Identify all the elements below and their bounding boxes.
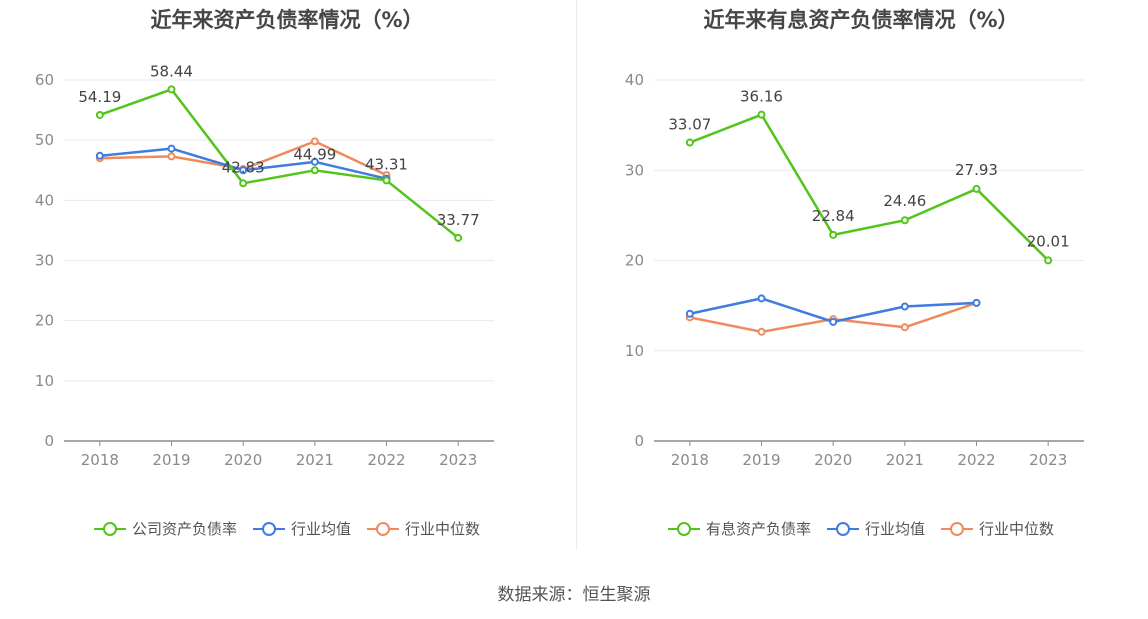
x-tick-label: 2019 (742, 451, 780, 469)
data-label: 33.07 (668, 116, 711, 134)
legend-item[interactable]: 行业均值 (826, 518, 925, 539)
data-point (900, 302, 909, 311)
data-point (310, 157, 319, 166)
y-tick-label: 30 (35, 252, 54, 270)
data-point (167, 152, 176, 161)
legend-item[interactable]: 行业均值 (252, 518, 351, 539)
chart-panel-interest-debt-ratio: 近年来有息资产负债率情况（%） 0 10 20 30 40 2018 2019 2020 202… (574, 0, 1148, 560)
data-label: 20.01 (1027, 232, 1070, 250)
data-point (95, 110, 104, 119)
x-tick-label: 2022 (367, 451, 405, 469)
data-point (972, 298, 981, 307)
legend-marker-icon (667, 521, 700, 536)
legend-marker-icon (367, 521, 399, 536)
x-tick-label: 2018 (81, 451, 119, 469)
x-tick-label: 2021 (296, 451, 334, 469)
data-label: 42.83 (222, 158, 265, 176)
x-tick-label: 2022 (957, 451, 995, 469)
data-point (685, 309, 694, 318)
data-point (829, 317, 838, 326)
data-point (239, 179, 248, 188)
data-source-text: 数据来源：恒生聚源 (497, 585, 651, 605)
data-point (900, 323, 909, 332)
data-label: 24.46 (883, 192, 926, 210)
x-tick-label: 2023 (1029, 451, 1067, 469)
panel-divider (576, 0, 577, 550)
legend-item[interactable]: 有息资产负债率 (667, 518, 811, 539)
y-tick-label: 0 (634, 432, 644, 450)
data-point (382, 176, 391, 185)
chart-debt-ratio: 0 10 20 30 40 50 60 2018 2019 2020 2021 2022 2023 54.… (35, 62, 494, 469)
y-tick-label: 10 (625, 342, 644, 360)
legend-marker-icon (826, 521, 859, 536)
x-tick-label: 2023 (439, 451, 477, 469)
data-label: 36.16 (740, 88, 783, 106)
legend-label: 公司资产负债率 (131, 520, 237, 538)
legend-item[interactable]: 行业中位数 (941, 518, 1054, 539)
data-label: 44.99 (293, 145, 336, 163)
x-tick-label: 2019 (152, 451, 190, 469)
y-tick-label: 20 (35, 312, 54, 330)
data-point (972, 184, 981, 193)
x-tick-label: 2021 (886, 451, 924, 469)
legend-marker-icon (93, 521, 126, 536)
x-tick-label: 2020 (814, 451, 852, 469)
data-point (310, 166, 319, 175)
data-point (757, 110, 766, 119)
x-tick-label: 2018 (671, 451, 709, 469)
y-tick-label: 60 (35, 71, 54, 89)
data-point (900, 216, 909, 225)
data-label: 54.19 (78, 88, 121, 106)
data-label: 27.93 (955, 161, 998, 179)
legend-marker-icon (941, 521, 973, 536)
x-tick-label: 2020 (224, 451, 262, 469)
data-point (829, 230, 838, 239)
legend-label: 行业均值 (290, 520, 351, 538)
data-point (167, 144, 176, 153)
chart-panel-debt-ratio: 近年来资产负债率情况（%） 0 10 20 30 40 50 60 2018 2019 2020 2… (0, 0, 574, 560)
legend-item[interactable]: 公司资产负债率 (93, 518, 237, 539)
legend-label: 有息资产负债率 (705, 520, 811, 538)
data-point (310, 137, 319, 146)
legend-item[interactable]: 行业中位数 (367, 518, 480, 539)
y-tick-label: 10 (35, 372, 54, 390)
y-tick-label: 0 (44, 432, 54, 450)
data-label: 22.84 (812, 207, 855, 225)
data-point (95, 151, 104, 160)
data-label: 58.44 (150, 62, 193, 80)
chart-title: 近年来资产负债率情况（%） (150, 8, 424, 32)
series-line (99, 88, 459, 239)
data-point (685, 138, 694, 147)
data-point (757, 327, 766, 336)
data-point (167, 85, 176, 94)
y-tick-label: 30 (625, 161, 644, 179)
y-tick-label: 20 (625, 252, 644, 270)
data-label: 43.31 (365, 155, 408, 173)
data-point (239, 166, 248, 175)
y-tick-label: 40 (35, 191, 54, 209)
y-tick-label: 40 (625, 71, 644, 89)
chart-title: 近年来有息资产负债率情况（%） (703, 8, 1019, 32)
chart-legend: 有息资产负债率 行业均值 行业中位数 (574, 518, 1148, 539)
legend-label: 行业中位数 (405, 520, 481, 538)
series-line (689, 113, 1050, 262)
legend-label: 行业均值 (864, 520, 925, 538)
legend-marker-icon (252, 521, 285, 536)
data-label: 33.77 (437, 211, 480, 229)
y-tick-label: 50 (35, 131, 54, 149)
chart-legend: 公司资产负债率 行业均值 行业中位数 (0, 518, 574, 539)
legend-label: 行业中位数 (979, 520, 1055, 538)
data-point (454, 233, 463, 242)
data-point (1044, 256, 1053, 265)
chart-interest-debt-ratio: 0 10 20 30 40 2018 2019 2020 2021 2022 2023 33.07 36… (625, 71, 1084, 469)
data-point (757, 294, 766, 303)
